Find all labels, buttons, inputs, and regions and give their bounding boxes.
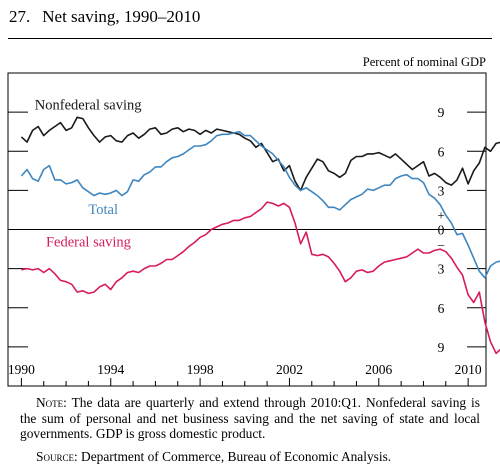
x-tick-label: 1994 — [97, 362, 124, 377]
figure-number: 27. — [9, 7, 31, 26]
series-label-federal-saving: Federal saving — [46, 234, 131, 250]
source-label: Source: — [36, 449, 78, 464]
y-tick-label: 6 — [438, 301, 445, 316]
figure-title-text: Net saving, 1990–2010 — [42, 7, 201, 26]
series-label-total: Total — [88, 202, 118, 218]
units-label: Percent of nominal GDP — [363, 55, 486, 69]
y-minus-sign: – — [437, 237, 445, 252]
source-text: Source: Department of Commerce, Bureau o… — [20, 449, 480, 465]
x-tick-label: 2010 — [455, 362, 482, 377]
y-tick-label: 9 — [438, 340, 445, 355]
note-body: The data are quarterly and extend throug… — [20, 395, 480, 442]
x-tick-label: 1990 — [8, 362, 35, 377]
x-tick-label: 1998 — [187, 362, 214, 377]
series-line-federal-saving — [21, 201, 500, 355]
y-tick-label: 3 — [438, 183, 445, 198]
note-text: Note: The data are quarterly and extend … — [20, 395, 480, 442]
series-line-total — [20, 130, 500, 279]
y-plus-sign: + — [437, 208, 444, 223]
figure-title: 27. Net saving, 1990–2010 — [9, 7, 200, 27]
y-tick-label: 3 — [438, 262, 445, 277]
y-tick-label: 6 — [438, 144, 445, 159]
source-body: Department of Commerce, Bureau of Econom… — [81, 449, 392, 464]
x-tick-label: 2002 — [276, 362, 303, 377]
series-line-nonfederal-saving — [20, 116, 500, 192]
note-label: Note: — [36, 395, 67, 410]
title-rule — [8, 38, 492, 39]
y-tick-label: 9 — [438, 105, 445, 120]
series-label-nonfederal-saving: Nonfederal saving — [35, 98, 142, 114]
x-tick-label: 2006 — [365, 362, 392, 377]
net-saving-chart: Percent of nominal GDP 963369+0–19901994… — [7, 55, 500, 387]
